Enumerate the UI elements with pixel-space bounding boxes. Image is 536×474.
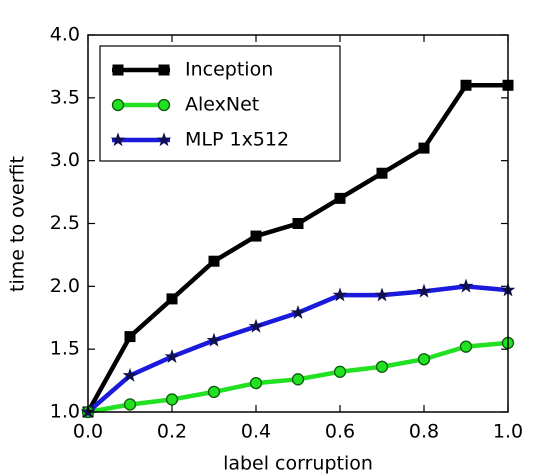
marker xyxy=(290,304,306,319)
y-tick-label: 4.0 xyxy=(50,24,80,46)
legend-label: MLP 1x512 xyxy=(185,129,289,151)
marker xyxy=(332,287,348,302)
y-tick-label: 3.0 xyxy=(50,149,80,171)
y-tick-label: 2.0 xyxy=(50,275,80,297)
marker xyxy=(376,167,388,179)
legend-marker xyxy=(110,132,126,147)
marker xyxy=(166,293,178,305)
marker xyxy=(418,142,430,154)
marker xyxy=(374,287,390,302)
marker xyxy=(206,332,222,347)
y-tick-label: 2.5 xyxy=(50,212,80,234)
marker xyxy=(164,348,180,363)
legend-marker xyxy=(157,98,171,112)
marker xyxy=(291,373,305,386)
x-tick-label: 0.2 xyxy=(157,421,187,443)
legend-label: AlexNet xyxy=(185,94,259,116)
marker xyxy=(248,318,264,333)
legend-marker xyxy=(112,64,124,76)
y-tick-label: 3.5 xyxy=(50,86,80,108)
x-tick-label: 0.8 xyxy=(409,421,439,443)
marker xyxy=(165,393,179,406)
marker xyxy=(208,255,220,267)
x-tick-label: 0.0 xyxy=(73,421,103,443)
legend-label: Inception xyxy=(185,59,273,81)
x-tick-label: 0.6 xyxy=(325,421,355,443)
y-axis-label: time to overfit xyxy=(7,156,29,292)
legend-marker xyxy=(156,132,172,147)
marker xyxy=(249,376,263,390)
marker xyxy=(375,360,389,373)
x-axis-label: label corruption xyxy=(223,453,373,474)
marker xyxy=(458,278,474,293)
marker xyxy=(417,353,431,366)
marker xyxy=(459,340,473,353)
marker xyxy=(333,365,347,378)
y-tick-label: 1.5 xyxy=(50,338,80,360)
marker xyxy=(207,385,221,399)
legend-marker xyxy=(158,64,170,76)
marker xyxy=(292,218,304,229)
legend: Inception AlexNet MLP 1x512 xyxy=(99,45,341,162)
marker xyxy=(334,192,346,204)
marker xyxy=(460,79,472,91)
x-tick-label: 1.0 xyxy=(493,421,523,443)
y-tick-label: 1.0 xyxy=(50,401,80,423)
marker xyxy=(416,283,432,298)
marker xyxy=(250,230,262,242)
legend-marker xyxy=(111,98,125,112)
x-tick-label: 0.4 xyxy=(241,421,271,443)
marker xyxy=(123,398,137,411)
plot-frame xyxy=(87,34,509,413)
marker xyxy=(124,331,136,343)
marker xyxy=(122,367,138,382)
